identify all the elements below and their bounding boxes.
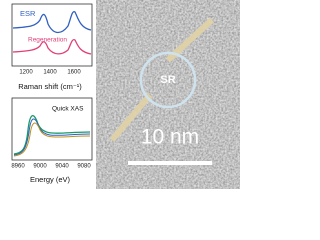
lattice-marker <box>109 93 153 142</box>
figure: SR 10 nm ESR Regeneration 1200 1400 1600… <box>0 0 240 189</box>
xas-curve <box>13 122 91 157</box>
scale-label: 10 nm <box>141 126 199 149</box>
regeneration-curve <box>12 38 92 55</box>
x-tick-label: 1400 <box>43 70 57 76</box>
x-tick-label: 1600 <box>67 70 81 76</box>
legend-quick-xas: Quick XAS <box>52 106 84 113</box>
legend-esr: ESR <box>20 9 36 18</box>
raman-plot <box>11 3 93 67</box>
x-tick-label: 9000 <box>33 164 47 170</box>
legend-regeneration: Regeneration <box>28 37 67 44</box>
xas-curve <box>13 118 91 156</box>
x-tick-label: 1200 <box>19 70 33 76</box>
x-tick-label: 8960 <box>11 164 25 170</box>
esr-curve <box>12 11 92 34</box>
x-axis-label: Energy (eV) <box>30 175 71 184</box>
sr-circle <box>139 51 197 109</box>
x-tick-label: 9080 <box>77 164 91 170</box>
xas-curve <box>13 115 91 155</box>
x-tick-label: 9040 <box>55 164 69 170</box>
sr-label: SR <box>160 74 175 86</box>
x-axis-label: Raman shift (cm⁻¹) <box>18 82 82 91</box>
